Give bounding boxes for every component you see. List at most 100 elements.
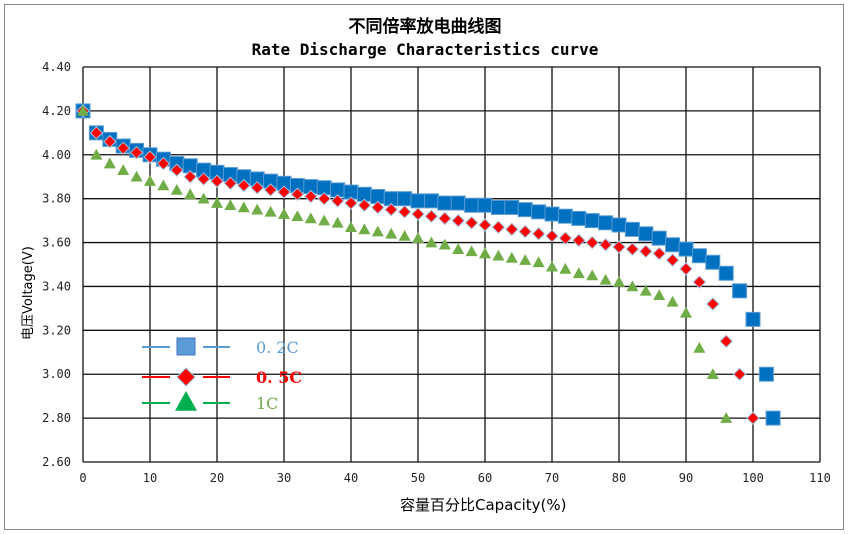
data-point-1C: [278, 208, 290, 219]
data-point-0-5C: [129, 145, 144, 160]
y-tick-label: 2.60: [42, 455, 71, 469]
data-point-1C: [519, 254, 532, 265]
data-point-1C: [398, 229, 411, 241]
x-tick-label: 110: [809, 471, 831, 485]
data-point-1C: [358, 223, 371, 235]
x-tick-label: 90: [679, 471, 693, 485]
data-point-1C: [546, 260, 558, 272]
data-point-1C: [211, 197, 223, 208]
data-point-1C: [599, 273, 612, 285]
legend-marker-square: [176, 337, 196, 356]
data-point-1C: [304, 212, 317, 224]
x-tick-label: 40: [344, 471, 358, 485]
data-point-0-2C: [584, 213, 600, 229]
data-point-0-2C: [490, 199, 506, 215]
data-point-0-5C: [397, 205, 412, 219]
data-point-1C: [237, 201, 250, 213]
data-point-1C: [103, 157, 116, 169]
data-point-0-5C: [143, 150, 157, 164]
data-point-1C: [693, 341, 706, 353]
data-point-0-5C: [545, 229, 559, 243]
data-point-1C: [224, 199, 237, 211]
y-tick-label: 3.60: [42, 236, 71, 250]
data-point-1C: [144, 175, 156, 186]
data-point-1C: [532, 256, 545, 268]
x-axis-label: 容量百分比Capacity(%): [400, 496, 567, 514]
data-point-1C: [291, 210, 304, 222]
data-point-0-2C: [765, 410, 781, 426]
data-point-0-5C: [679, 262, 693, 276]
y-tick-label: 3.40: [42, 279, 71, 293]
data-point-0-5C: [746, 411, 760, 425]
chart-subtitle: Rate Discharge Characteristics curve: [251, 40, 599, 59]
data-point-1C: [559, 262, 572, 274]
data-point-0-2C: [571, 210, 587, 226]
data-point-0-5C: [237, 178, 251, 193]
data-point-0-5C: [424, 209, 439, 223]
data-point-1C: [412, 232, 424, 243]
data-point-0-2C: [678, 241, 694, 257]
data-point-0-2C: [423, 193, 439, 209]
data-point-0-5C: [598, 238, 613, 252]
data-point-0-2C: [531, 204, 547, 220]
x-tick-label: 10: [143, 471, 157, 485]
data-point-0-2C: [718, 265, 734, 281]
data-point-1C: [385, 227, 398, 239]
data-point-0-2C: [624, 221, 640, 237]
data-point-0-5C: [116, 141, 130, 155]
data-point-1C: [157, 179, 170, 191]
data-point-0-5C: [505, 222, 519, 237]
data-point-1C: [117, 164, 130, 175]
data-point-0-5C: [451, 213, 465, 228]
y-tick-label: 3.80: [42, 192, 71, 206]
data-point-0-5C: [330, 194, 345, 208]
data-point-0-5C: [478, 218, 492, 232]
data-point-0-5C: [464, 216, 479, 230]
legend: 0. 2C 0. 5C 1C: [142, 337, 302, 413]
data-point-0-5C: [692, 275, 707, 289]
data-point-0-2C: [557, 208, 573, 224]
data-point-0-5C: [250, 180, 264, 195]
legend-label: 0. 2C: [256, 338, 299, 357]
data-point-0-5C: [277, 185, 291, 199]
data-point-0-5C: [344, 196, 358, 210]
data-point-0-5C: [438, 211, 452, 226]
data-point-1C: [170, 183, 183, 195]
legend-label: 1C: [256, 394, 278, 413]
data-point-0-5C: [170, 163, 184, 177]
data-point-1C: [345, 221, 357, 232]
chart-title: 不同倍率放电曲线图: [348, 17, 502, 37]
data-point-1C: [371, 225, 384, 237]
data-point-0-2C: [450, 195, 466, 211]
data-point-1C: [251, 203, 264, 215]
data-point-0-2C: [732, 283, 748, 299]
data-point-0-5C: [612, 240, 626, 254]
data-point-0-5C: [652, 246, 666, 261]
data-point-0-2C: [544, 206, 560, 222]
data-point-1C: [425, 236, 438, 248]
data-point-1C: [492, 249, 505, 261]
data-point-0-5C: [210, 174, 224, 188]
data-point-0-5C: [518, 224, 532, 239]
data-point-0-5C: [196, 172, 211, 186]
data-point-0-2C: [651, 230, 667, 246]
data-point-1C: [77, 104, 89, 116]
data-point-0-2C: [437, 195, 453, 211]
data-point-0-2C: [598, 215, 614, 231]
data-point-0-2C: [464, 197, 480, 213]
x-tick-label: 60: [478, 471, 492, 485]
data-point-0-5C: [732, 367, 747, 381]
data-point-0-5C: [585, 235, 599, 250]
x-tick-label: 80: [612, 471, 626, 485]
data-point-1C: [318, 214, 331, 226]
data-point-1C: [197, 192, 210, 204]
data-point-0-2C: [504, 199, 520, 215]
data-point-0-2C: [410, 193, 426, 209]
data-point-1C: [626, 280, 639, 292]
y-tick-label: 4.00: [42, 148, 71, 162]
data-point-0-5C: [304, 189, 318, 204]
data-point-1C: [264, 205, 277, 217]
data-point-1C: [586, 269, 599, 281]
data-point-0-5C: [384, 202, 398, 217]
